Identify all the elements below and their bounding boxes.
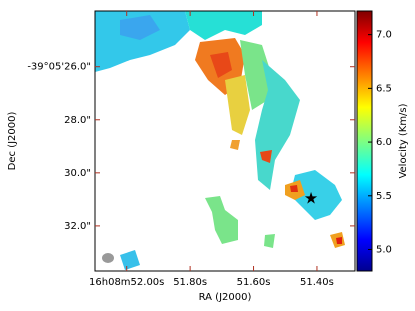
y-tick-label: -39°05'26.0" <box>27 62 91 73</box>
y-tick-label: 28.0" <box>64 115 91 126</box>
x-tick-label: 16h08m52.00s <box>89 277 164 288</box>
x-axis-label: RA (J2000) <box>199 292 252 303</box>
colorbar-tick-label: 6.0 <box>376 137 392 148</box>
x-tick-label: 51.40s <box>300 277 334 288</box>
colorbar-tick-label: 5.5 <box>376 191 392 202</box>
star-marker: ★ <box>304 189 318 208</box>
x-tick-label: 51.60s <box>237 277 271 288</box>
y-tick-label: 30.0" <box>64 168 91 179</box>
colorbar-label: Velocity (Km/s) <box>398 103 409 178</box>
beam <box>102 253 114 263</box>
colorbar-tick-label: 6.5 <box>376 83 392 94</box>
plot-frame <box>94 10 356 272</box>
colorbar <box>356 10 373 272</box>
colorbar-tick-label: 5.0 <box>376 245 392 256</box>
velocity-map <box>95 11 345 270</box>
x-tick-label: 51.80s <box>173 277 207 288</box>
y-axis-label: Dec (J2000) <box>7 112 18 171</box>
colorbar-tick-label: 7.0 <box>376 30 392 41</box>
y-tick-label: 32.0" <box>64 221 91 232</box>
